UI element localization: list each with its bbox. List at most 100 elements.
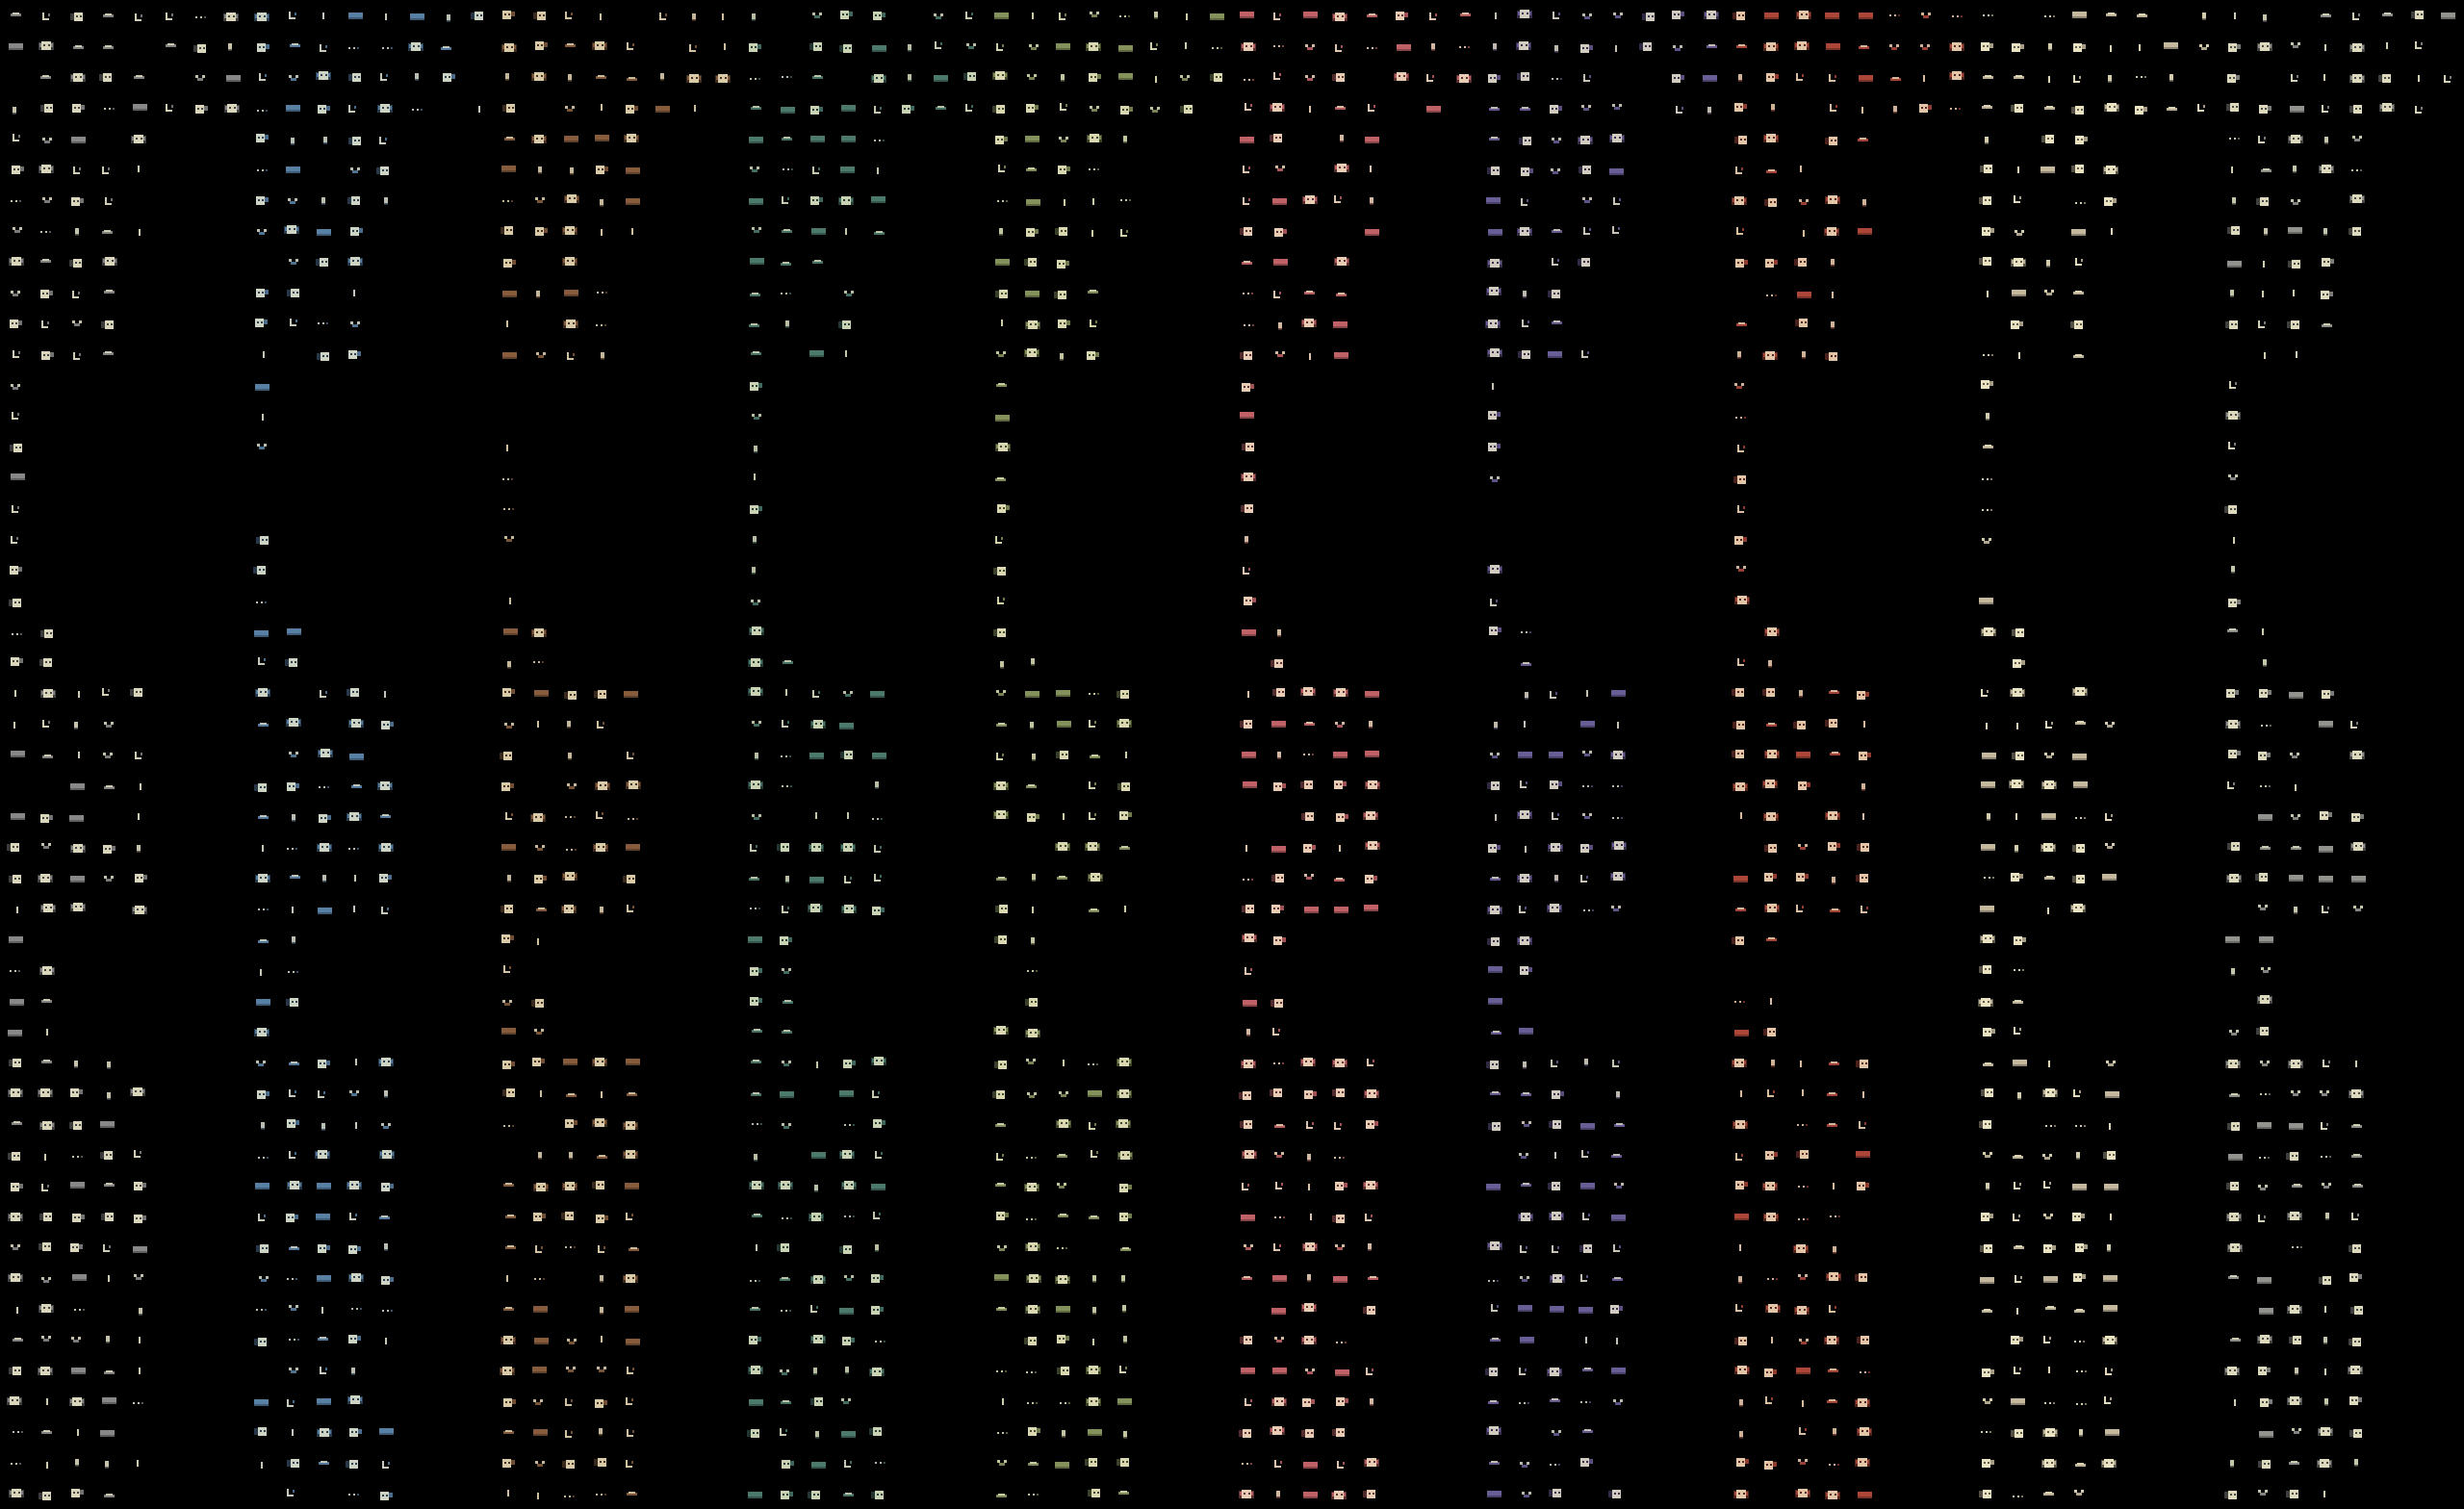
sample-tile bbox=[1756, 1293, 1786, 1324]
sample-tile bbox=[1509, 647, 1540, 678]
sample-tile bbox=[1016, 1078, 1047, 1109]
sample-tile bbox=[1971, 1355, 2002, 1386]
sample-tile bbox=[62, 123, 92, 154]
sample-tile bbox=[1109, 1293, 1140, 1324]
sample-tile bbox=[339, 339, 370, 370]
sample-tile bbox=[123, 123, 154, 154]
sample-tile bbox=[2433, 62, 2464, 92]
sample-tile bbox=[554, 31, 585, 62]
sample-tile bbox=[493, 1417, 524, 1447]
sample-tile bbox=[185, 92, 216, 123]
sample-tile bbox=[986, 1293, 1016, 1324]
sample-tile bbox=[1602, 1170, 1632, 1201]
sample-tile bbox=[1109, 770, 1140, 801]
sample-tile bbox=[739, 770, 770, 801]
sample-tile bbox=[2248, 246, 2279, 277]
sample-tile bbox=[1263, 246, 1294, 277]
sample-tile bbox=[277, 801, 308, 831]
sample-tile bbox=[1817, 1109, 1848, 1139]
sample-tile bbox=[277, 277, 308, 308]
sample-tile bbox=[1294, 31, 1324, 62]
sample-tile bbox=[1478, 277, 1509, 308]
sample-tile bbox=[246, 678, 277, 708]
sample-tile bbox=[1324, 893, 1355, 924]
sample-tile bbox=[493, 955, 524, 985]
sample-tile bbox=[1756, 1386, 1786, 1417]
sample-tile bbox=[1263, 1232, 1294, 1263]
sample-tile bbox=[1509, 1170, 1540, 1201]
sample-tile bbox=[986, 1417, 1016, 1447]
sample-tile bbox=[524, 1263, 554, 1293]
sample-tile bbox=[246, 893, 277, 924]
sample-tile bbox=[1786, 678, 1817, 708]
sample-tile bbox=[92, 1324, 123, 1355]
sample-tile bbox=[2248, 1324, 2279, 1355]
sample-tile bbox=[1478, 1478, 1509, 1509]
sample-tile bbox=[524, 616, 554, 647]
sample-tile bbox=[770, 62, 801, 92]
sample-tile bbox=[2218, 739, 2248, 770]
sample-tile bbox=[2310, 62, 2341, 92]
sample-tile bbox=[1540, 1139, 1571, 1170]
sample-tile bbox=[493, 1078, 524, 1109]
sample-tile bbox=[986, 1109, 1016, 1139]
sample-tile bbox=[801, 1478, 832, 1509]
sample-tile bbox=[31, 831, 62, 862]
sample-tile bbox=[1109, 1170, 1140, 1201]
sample-tile bbox=[1971, 277, 2002, 308]
sample-tile bbox=[1817, 1478, 1848, 1509]
sample-tile bbox=[1786, 1047, 1817, 1078]
sample-tile bbox=[1817, 1170, 1848, 1201]
sample-tile bbox=[308, 216, 339, 246]
sample-tile bbox=[0, 277, 31, 308]
sample-tile bbox=[277, 985, 308, 1016]
sample-tile bbox=[1971, 770, 2002, 801]
sample-tile bbox=[1817, 1447, 1848, 1478]
sample-tile bbox=[524, 801, 554, 831]
sample-tile bbox=[524, 893, 554, 924]
sample-tile bbox=[92, 1078, 123, 1109]
sample-tile bbox=[2402, 92, 2433, 123]
sample-tile bbox=[1355, 893, 1386, 924]
sample-tile bbox=[862, 185, 893, 216]
sample-tile bbox=[1232, 862, 1263, 893]
sample-tile bbox=[1232, 493, 1263, 524]
sample-tile bbox=[493, 493, 524, 524]
sample-tile bbox=[1694, 0, 1725, 31]
sample-tile bbox=[1725, 1201, 1756, 1232]
sample-tile bbox=[2248, 123, 2279, 154]
sample-tile bbox=[2341, 1170, 2372, 1201]
sample-tile bbox=[862, 1263, 893, 1293]
sample-tile bbox=[2094, 1139, 2125, 1170]
sample-tile bbox=[62, 770, 92, 801]
sample-tile bbox=[924, 92, 955, 123]
sample-tile bbox=[339, 92, 370, 123]
sample-tile bbox=[2094, 831, 2125, 862]
sample-tile bbox=[1016, 0, 1047, 31]
sample-tile bbox=[1725, 678, 1756, 708]
sample-tile bbox=[1478, 708, 1509, 739]
sample-tile bbox=[1910, 31, 1940, 62]
sample-tile bbox=[0, 308, 31, 339]
sample-tile bbox=[2341, 62, 2372, 92]
sample-tile bbox=[1509, 1478, 1540, 1509]
sample-tile bbox=[246, 277, 277, 308]
sample-tile bbox=[1971, 216, 2002, 246]
sample-tile bbox=[616, 1355, 647, 1386]
sample-tile bbox=[1047, 216, 1078, 246]
sample-tile bbox=[986, 1201, 1016, 1232]
sample-tile bbox=[1971, 739, 2002, 770]
sample-tile bbox=[277, 216, 308, 246]
sample-tile bbox=[370, 1170, 400, 1201]
sample-tile bbox=[2094, 1417, 2125, 1447]
sample-tile bbox=[585, 216, 616, 246]
sample-tile bbox=[2002, 801, 2033, 831]
sample-tile bbox=[1263, 123, 1294, 154]
sample-tile bbox=[1355, 185, 1386, 216]
sample-tile bbox=[1232, 955, 1263, 985]
sample-tile bbox=[1509, 955, 1540, 985]
sample-tile bbox=[339, 1232, 370, 1263]
sample-tile bbox=[2002, 1324, 2033, 1355]
sample-tile bbox=[1756, 1447, 1786, 1478]
sample-tile bbox=[2279, 1078, 2310, 1109]
